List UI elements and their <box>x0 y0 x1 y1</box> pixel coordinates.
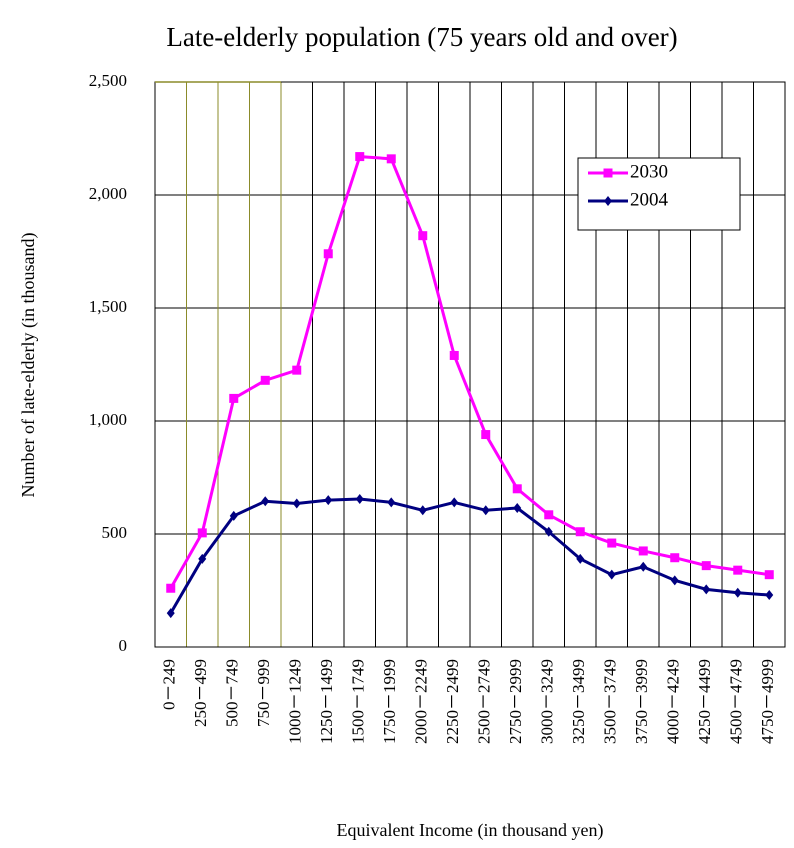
marker <box>418 505 427 516</box>
x-tick-label: 3000－3249 <box>538 659 557 744</box>
x-tick-label: 0－249 <box>160 659 179 710</box>
marker <box>638 546 648 556</box>
y-axis-label: Number of late-elderly (in thousand) <box>18 233 39 498</box>
x-tick-label: 2000－2249 <box>412 659 431 744</box>
legend-label: 2004 <box>630 189 669 210</box>
marker <box>386 154 396 164</box>
marker <box>449 350 459 360</box>
marker <box>513 503 522 514</box>
marker <box>418 231 428 241</box>
x-tick-label: 2750－2999 <box>506 659 525 744</box>
marker <box>701 561 711 571</box>
marker <box>166 608 175 619</box>
x-tick-label: 4250－4499 <box>695 659 714 744</box>
x-tick-label: 4750－4999 <box>758 659 777 744</box>
chart-title: Late-elderly population (75 years old an… <box>166 22 677 52</box>
x-axis-label: Equivalent Income (in thousand yen) <box>337 820 604 841</box>
series-line <box>169 497 770 614</box>
x-tick-label: 1750－1999 <box>380 659 399 744</box>
x-tick-label: 1000－1249 <box>286 659 305 744</box>
x-tick-label: 1250－1499 <box>317 659 336 744</box>
marker <box>607 569 616 580</box>
marker <box>702 584 711 595</box>
x-tick-label: 500－749 <box>223 659 242 727</box>
y-tick-label: 0 <box>119 636 128 655</box>
plot-border <box>154 81 786 648</box>
marker <box>576 553 585 564</box>
marker <box>229 510 238 521</box>
x-tick-label: 4000－4249 <box>664 659 683 744</box>
marker <box>355 152 365 162</box>
marker <box>512 484 522 494</box>
y-tick-label: 1,500 <box>89 297 127 316</box>
x-tick-label: 250－499 <box>191 659 210 727</box>
marker <box>481 505 490 516</box>
x-tick-label: 3500－3749 <box>601 659 620 744</box>
marker <box>197 528 207 538</box>
x-tick-label: 2250－2499 <box>443 659 462 744</box>
marker <box>733 565 743 575</box>
y-tick-label: 2,500 <box>89 71 127 90</box>
marker <box>733 587 742 598</box>
marker <box>544 510 554 520</box>
marker <box>764 570 774 580</box>
marker <box>639 561 648 572</box>
marker <box>229 393 239 403</box>
marker <box>575 527 585 537</box>
x-tick-label: 1500－1749 <box>349 659 368 744</box>
marker <box>323 249 333 259</box>
marker <box>198 553 207 564</box>
marker <box>324 495 333 506</box>
legend-marker <box>604 196 612 206</box>
y-tick-label: 2,000 <box>89 184 127 203</box>
y-tick-label: 1,000 <box>89 410 127 429</box>
x-tick-label: 750－999 <box>254 659 273 727</box>
marker <box>261 496 270 507</box>
marker <box>670 553 680 563</box>
x-tick-label: 4500－4749 <box>727 659 746 744</box>
legend-marker <box>603 168 613 178</box>
x-tick-label: 3250－3499 <box>569 659 588 744</box>
marker <box>387 497 396 508</box>
marker <box>670 575 679 586</box>
marker <box>292 365 302 375</box>
marker <box>292 498 301 509</box>
marker <box>355 493 364 504</box>
marker <box>450 497 459 508</box>
marker <box>544 526 553 537</box>
x-tick-label: 2500－2749 <box>475 659 494 744</box>
marker <box>481 430 491 440</box>
marker <box>166 583 176 593</box>
marker <box>607 538 617 548</box>
x-tick-label: 3750－3999 <box>632 659 651 744</box>
series-line <box>169 154 770 589</box>
legend-label: 2030 <box>630 161 668 182</box>
marker <box>260 375 270 385</box>
marker <box>765 590 774 601</box>
y-tick-label: 500 <box>102 523 128 542</box>
